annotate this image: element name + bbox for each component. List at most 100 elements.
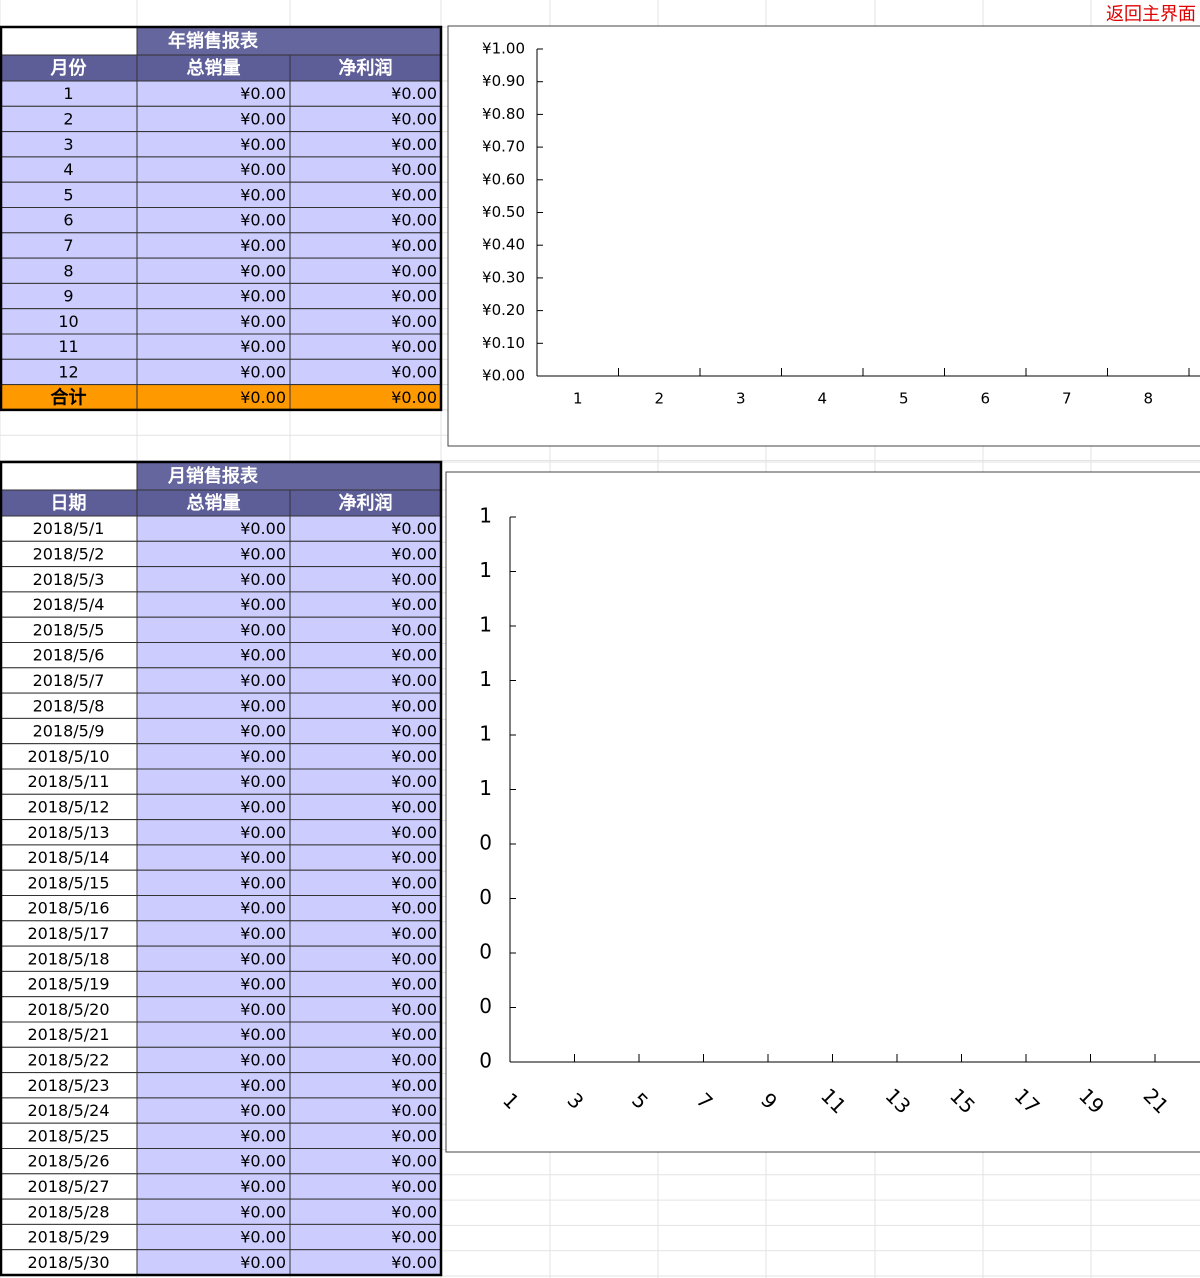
cell-text: ¥0.00 xyxy=(240,671,286,690)
data-cell xyxy=(136,642,291,669)
y-tick-label: 0 xyxy=(479,940,492,964)
cell-text: ¥0.00 xyxy=(240,949,286,968)
data-cell xyxy=(0,540,138,568)
data-cell xyxy=(0,616,138,644)
data-cell xyxy=(136,181,291,208)
y-tick-label: ¥0.30 xyxy=(482,268,525,286)
data-cell xyxy=(0,358,138,386)
data-cell xyxy=(289,667,442,694)
data-cell xyxy=(136,1097,291,1124)
cell-text: ¥0.00 xyxy=(391,185,437,204)
data-cell xyxy=(136,1148,291,1175)
cell-text: ¥0.00 xyxy=(240,287,286,306)
data-cell xyxy=(0,869,138,897)
cell-text: ¥0.00 xyxy=(391,924,437,943)
data-cell xyxy=(0,1223,138,1251)
data-cell xyxy=(136,1021,291,1048)
cell-text: ¥0.00 xyxy=(391,236,437,255)
data-cell xyxy=(136,667,291,694)
cell-text: ¥0.00 xyxy=(391,109,437,128)
cell-text: 2018/5/29 xyxy=(27,1228,109,1247)
cell-text: ¥0.00 xyxy=(240,1101,286,1120)
data-cell xyxy=(136,232,291,259)
cell-text: ¥0.00 xyxy=(240,337,286,356)
y-tick-label: 1 xyxy=(479,558,492,582)
data-cell xyxy=(0,232,138,259)
data-cell xyxy=(0,768,138,795)
cell-text: 2018/5/27 xyxy=(27,1177,109,1196)
y-tick-label: ¥0.00 xyxy=(482,367,525,385)
cell-text: 2018/5/20 xyxy=(27,1000,109,1019)
table-border xyxy=(0,25,443,412)
cell-text: ¥0.00 xyxy=(240,646,286,665)
cell-text: 7 xyxy=(63,236,73,255)
cell-text: 2018/5/15 xyxy=(27,873,109,892)
cell-text: ¥0.00 xyxy=(391,1076,437,1095)
cell-text: 10 xyxy=(58,312,78,331)
data-cell xyxy=(0,1148,138,1175)
cell-text: ¥0.00 xyxy=(391,1101,437,1120)
data-cell xyxy=(289,1198,442,1225)
cell-text: ¥0.00 xyxy=(240,135,286,154)
total-cell xyxy=(136,384,291,411)
cell-text: 2018/5/26 xyxy=(27,1152,109,1171)
cell-text: ¥0.00 xyxy=(391,1025,437,1044)
y-tick-label: 0 xyxy=(479,885,492,909)
return-button[interactable]: 返回主界面 xyxy=(1106,4,1196,25)
chart-area xyxy=(445,471,1200,1153)
data-cell xyxy=(136,1046,291,1074)
cell-text: ¥0.00 xyxy=(391,519,437,538)
data-cell xyxy=(289,566,442,593)
data-cell xyxy=(289,1122,442,1149)
data-cell xyxy=(136,131,291,158)
cell-text: ¥0.00 xyxy=(391,287,437,306)
cell-text: 9 xyxy=(63,287,73,306)
cell-text: ¥0.00 xyxy=(391,1000,437,1019)
cell-text: 5 xyxy=(63,185,73,204)
data-cell xyxy=(0,333,138,360)
y-tick-label: ¥0.70 xyxy=(482,138,525,156)
cell-text: 2018/5/28 xyxy=(27,1202,109,1221)
cell-text: ¥0.00 xyxy=(391,1202,437,1221)
data-cell xyxy=(136,996,291,1023)
data-cell xyxy=(289,1223,442,1251)
cell-text: ¥0.00 xyxy=(240,211,286,230)
cell-text: ¥0.00 xyxy=(391,570,437,589)
cell-text: ¥0.00 xyxy=(391,848,437,867)
cell-text: ¥0.00 xyxy=(391,544,437,563)
y-tick-label: ¥0.90 xyxy=(482,72,525,90)
data-cell xyxy=(0,156,138,183)
data-cell xyxy=(136,793,291,821)
cell-text: ¥0.00 xyxy=(240,312,286,331)
cell-text: ¥0.00 xyxy=(240,772,286,791)
cell-text: ¥0.00 xyxy=(240,696,286,715)
cell-text: ¥0.00 xyxy=(391,772,437,791)
title-cell xyxy=(0,26,138,56)
data-cell xyxy=(0,257,138,284)
y-tick-label: ¥0.10 xyxy=(482,334,525,352)
cell-text: 2018/5/11 xyxy=(27,772,109,791)
cell-text: ¥0.00 xyxy=(391,671,437,690)
data-cell xyxy=(136,105,291,133)
cell-text: ¥0.00 xyxy=(391,1126,437,1145)
data-cell xyxy=(0,793,138,821)
data-cell xyxy=(0,1021,138,1048)
data-cell xyxy=(289,869,442,897)
cell-text: 2018/5/8 xyxy=(33,696,105,715)
data-cell xyxy=(289,793,442,821)
cell-text: ¥0.00 xyxy=(240,620,286,639)
cell-text: ¥0.00 xyxy=(391,135,437,154)
cell-text: ¥0.00 xyxy=(240,570,286,589)
y-tick-label: 1 xyxy=(479,722,492,746)
cell-text: 2018/5/25 xyxy=(27,1126,109,1145)
cell-text: ¥0.00 xyxy=(391,696,437,715)
data-cell xyxy=(136,515,291,542)
cell-text: 2018/5/24 xyxy=(27,1101,109,1120)
cell-text: ¥0.00 xyxy=(240,1000,286,1019)
title-cell xyxy=(0,461,138,491)
cell-text: ¥0.00 xyxy=(391,261,437,280)
cell-text: 2018/5/2 xyxy=(33,544,105,563)
data-cell xyxy=(136,257,291,284)
cell-text: ¥0.00 xyxy=(391,873,437,892)
